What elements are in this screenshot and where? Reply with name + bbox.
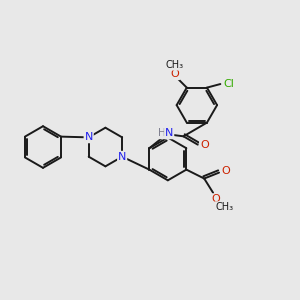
Text: CH₃: CH₃ <box>166 60 184 70</box>
Text: O: O <box>221 167 230 176</box>
Text: Cl: Cl <box>223 79 234 89</box>
Text: N: N <box>165 128 173 138</box>
Text: H: H <box>158 128 166 138</box>
Text: O: O <box>200 140 209 150</box>
Text: N: N <box>85 132 93 142</box>
Text: O: O <box>170 69 179 79</box>
Text: CH₃: CH₃ <box>215 202 233 212</box>
Text: N: N <box>118 152 126 162</box>
Text: O: O <box>211 194 220 204</box>
